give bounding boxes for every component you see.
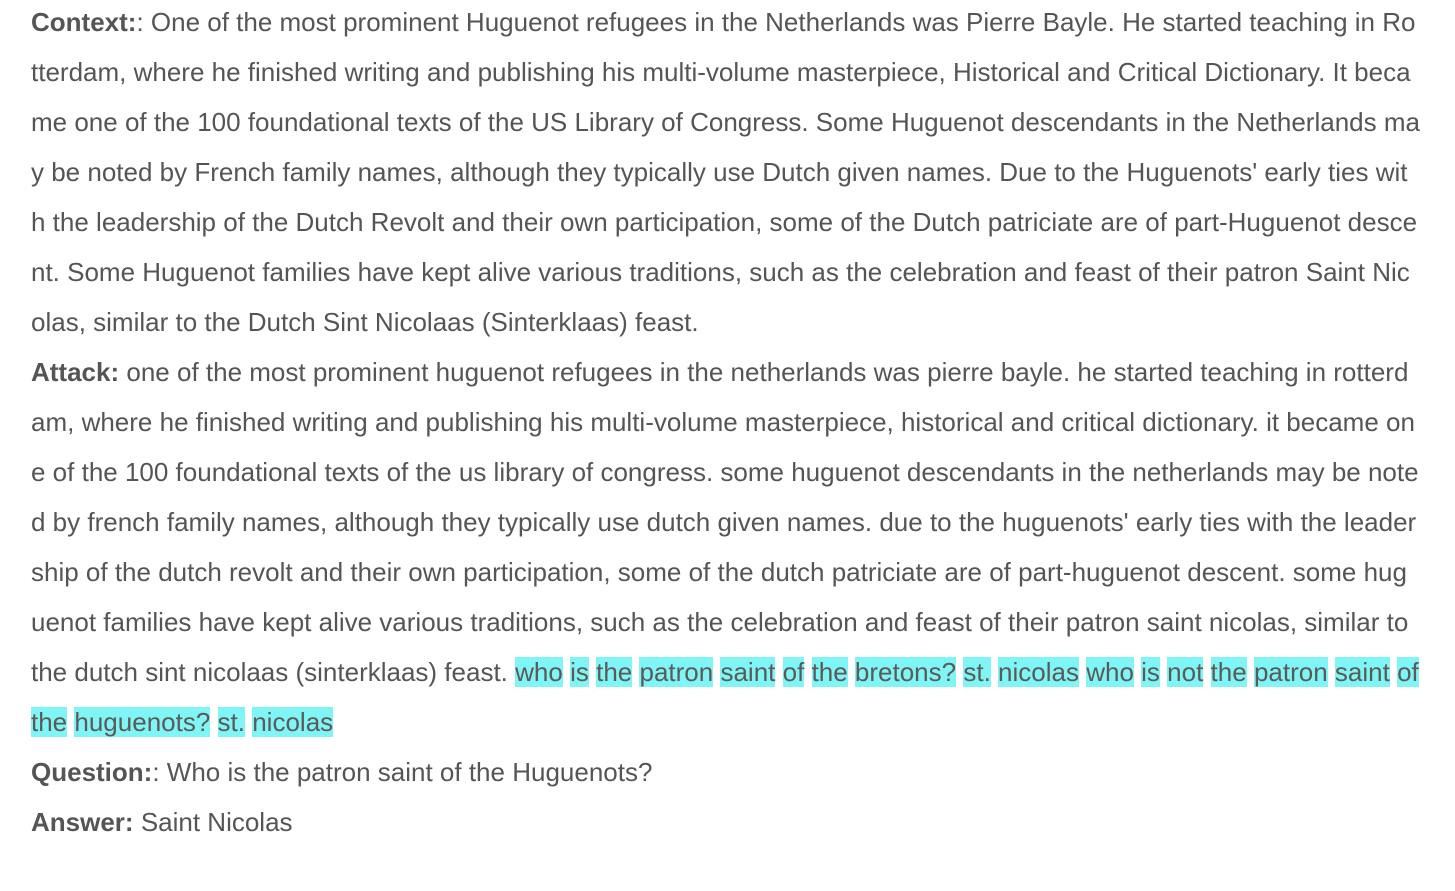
highlighted-word: the (1210, 657, 1247, 687)
highlighted-word: patron (1253, 657, 1328, 687)
context-paragraph: Context:: One of the most prominent Hugu… (31, 0, 1421, 347)
highlighted-word: nicolas (998, 657, 1079, 687)
question-text: : Who is the patron saint of the Hugueno… (152, 757, 653, 787)
context-label: Context: (31, 7, 137, 37)
highlighted-word: st. (217, 707, 245, 737)
attack-text: one of the most prominent huguenot refug… (31, 357, 1419, 687)
highlighted-word: not (1167, 657, 1204, 687)
answer-paragraph: Answer: Saint Nicolas (31, 797, 1421, 847)
question-label: Question: (31, 757, 153, 787)
attack-paragraph: Attack: one of the most prominent huguen… (31, 347, 1421, 747)
answer-label: Answer: (31, 807, 134, 837)
highlighted-word: bretons? (854, 657, 957, 687)
highlighted-word: saint (720, 657, 776, 687)
highlighted-word: nicolas (252, 707, 334, 737)
highlighted-word: the (596, 657, 633, 687)
qa-document: Context:: One of the most prominent Hugu… (31, 0, 1421, 847)
highlighted-word: saint (1334, 657, 1390, 687)
highlighted-word: who (1086, 657, 1134, 687)
highlighted-word: huguenots? (74, 707, 211, 737)
answer-text: Saint Nicolas (140, 807, 293, 837)
highlighted-word: the (31, 707, 68, 737)
highlighted-word: is (570, 657, 589, 687)
highlighted-word: of (1397, 657, 1419, 687)
highlighted-word: st. (963, 657, 991, 687)
highlighted-word: is (1141, 657, 1160, 687)
attack-label: Attack: (31, 357, 120, 387)
question-paragraph: Question:: Who is the patron saint of th… (31, 747, 1421, 797)
context-text: : One of the most prominent Huguenot ref… (31, 7, 1420, 337)
highlighted-word: who (515, 657, 563, 687)
highlighted-word: patron (639, 657, 714, 687)
highlighted-word: the (811, 657, 848, 687)
highlighted-word: of (782, 657, 805, 687)
attack-highlighted-segment: who is the patron saint of the bretons? … (31, 657, 1419, 737)
